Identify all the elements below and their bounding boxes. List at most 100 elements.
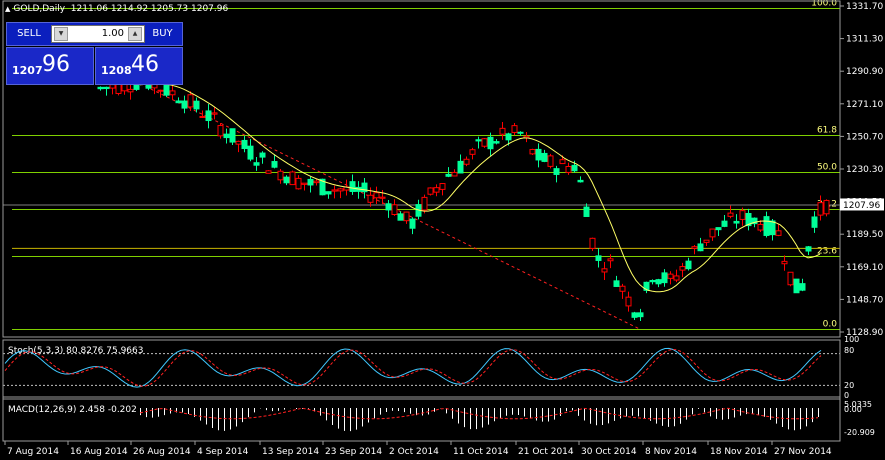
- candle-body: [589, 237, 596, 249]
- candle-body: [595, 255, 602, 261]
- lot-size-value[interactable]: 1.00: [101, 28, 124, 39]
- candle: [355, 181, 362, 199]
- candle: [181, 95, 188, 114]
- lot-decrease-arrow-icon[interactable]: ▼: [54, 27, 68, 41]
- bid-price-button[interactable]: 1207 96: [6, 47, 94, 85]
- candle-body: [553, 168, 560, 175]
- candle: [205, 104, 212, 129]
- candle-body: [439, 183, 446, 190]
- candle: [595, 248, 602, 268]
- candle: [823, 199, 830, 217]
- candle: [703, 239, 710, 247]
- candle: [661, 269, 668, 287]
- candle: [361, 177, 368, 199]
- candle-body: [811, 216, 818, 228]
- candle-body: [499, 127, 506, 135]
- candle-body: [703, 239, 710, 243]
- candle-body: [205, 110, 212, 122]
- candle-body: [613, 280, 620, 287]
- candle-body: [793, 278, 800, 294]
- stoch-signal-line: [4, 348, 822, 387]
- ask-price-small: 1208: [101, 64, 132, 77]
- candle: [625, 291, 632, 312]
- current-price-label: 1207.96: [843, 201, 880, 211]
- candle: [259, 151, 266, 164]
- candle-body: [187, 94, 194, 108]
- candle: [199, 110, 206, 119]
- price-axis-label: 1331.70: [846, 2, 883, 12]
- candle: [223, 128, 230, 144]
- fib-level-label: 23.6: [817, 247, 837, 257]
- trade-panel-top: SELL ▼ 1.00 ▲ BUY: [6, 22, 183, 46]
- candle: [241, 135, 248, 153]
- candle-body: [751, 217, 758, 225]
- candle: [97, 86, 104, 91]
- candle-body: [409, 218, 416, 229]
- candle-body: [265, 170, 272, 174]
- candle: [523, 132, 530, 143]
- candle: [781, 255, 788, 271]
- candle: [601, 262, 608, 280]
- candle: [691, 245, 698, 255]
- time-axis-label: 8 Nov 2014: [645, 447, 697, 457]
- stoch-scale-label: 100: [844, 335, 859, 344]
- candle: [535, 143, 542, 168]
- price-axis-label: 1148.70: [846, 295, 883, 305]
- candle: [457, 154, 464, 174]
- ask-price-button[interactable]: 1208 46: [95, 47, 183, 85]
- candle-body: [817, 202, 824, 216]
- candle: [403, 211, 410, 224]
- candle-body: [313, 180, 320, 184]
- candle-body: [193, 100, 200, 110]
- fib-level-label: 0.0: [823, 320, 838, 330]
- candle-body: [241, 139, 248, 149]
- candle: [409, 217, 416, 235]
- symbol-timeframe: GOLD,Daily: [13, 4, 66, 14]
- candle-body: [571, 164, 578, 172]
- candle-body: [103, 86, 110, 90]
- candle-body: [403, 211, 410, 222]
- candle: [175, 97, 182, 104]
- candle: [529, 148, 536, 155]
- candle: [439, 183, 446, 196]
- candle: [589, 237, 596, 251]
- candle: [739, 207, 746, 226]
- candle: [265, 170, 272, 174]
- stoch-scale-label: 80: [844, 346, 854, 355]
- candle-body: [691, 246, 698, 249]
- ohlc-values: 1211.06 1214.92 1205.73 1207.96: [70, 4, 229, 14]
- ask-price-big: 46: [131, 52, 159, 77]
- candle: [547, 153, 554, 169]
- candle: [673, 269, 680, 283]
- bid-price-small: 1207: [12, 64, 43, 77]
- candle: [799, 278, 806, 292]
- candle-body: [271, 161, 278, 168]
- candle-body: [127, 88, 134, 93]
- candle: [295, 175, 302, 190]
- chart-header: ▲ GOLD,Daily 1211.06 1214.92 1205.73 1207…: [5, 4, 228, 14]
- collapse-triangle-icon[interactable]: ▲: [5, 5, 11, 13]
- sell-button[interactable]: SELL: [17, 28, 41, 39]
- candle: [541, 149, 548, 163]
- candle-body: [487, 136, 494, 150]
- candle: [775, 224, 782, 237]
- candle-body: [763, 216, 770, 236]
- candle-body: [637, 312, 644, 318]
- candle-body: [295, 177, 302, 190]
- candle-body: [361, 182, 368, 193]
- candle-body: [505, 133, 512, 141]
- lot-size-input[interactable]: ▼ 1.00 ▲: [51, 25, 145, 43]
- candle: [217, 122, 224, 139]
- candle: [169, 84, 176, 101]
- lot-increase-arrow-icon[interactable]: ▲: [128, 27, 142, 41]
- candle: [301, 182, 308, 191]
- candle: [721, 214, 728, 228]
- candle-body: [427, 187, 434, 195]
- candle-body: [235, 140, 242, 145]
- candle-body: [199, 115, 206, 118]
- candle: [793, 278, 800, 294]
- candle: [565, 162, 572, 175]
- buy-button[interactable]: BUY: [152, 28, 173, 39]
- candle: [427, 187, 434, 196]
